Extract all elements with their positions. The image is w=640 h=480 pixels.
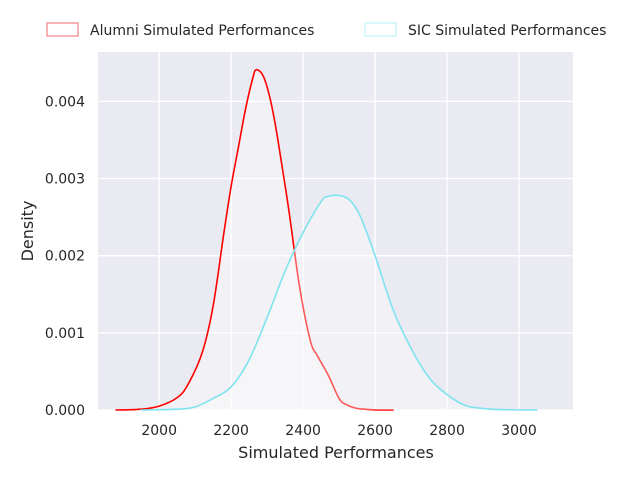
y-tick-label: 0.000 [45, 403, 85, 419]
x-tick-label: 3000 [501, 423, 537, 439]
y-axis-label: Density [18, 201, 37, 262]
y-tick-label: 0.003 [45, 172, 85, 188]
series-line-sic [140, 194, 538, 411]
x-tick-label: 2800 [429, 423, 465, 439]
legend-label-alumni: Alumni Simulated Performances [90, 23, 314, 39]
x-tick-label: 2400 [285, 423, 321, 439]
y-tick-label: 0.002 [45, 249, 85, 265]
legend-swatch-alumni [46, 22, 79, 37]
legend: Alumni Simulated Performances SIC Simula… [46, 22, 606, 39]
legend-label-sic: SIC Simulated Performances [408, 23, 606, 39]
x-tick-label: 2600 [357, 423, 393, 439]
x-tick-label: 2000 [141, 423, 177, 439]
y-tick-label: 0.004 [45, 94, 85, 110]
x-tick-label: 2200 [213, 423, 249, 439]
y-tick-label: 0.001 [45, 326, 85, 342]
y-axis-ticks: 0.000 0.001 0.002 0.003 0.004 [45, 94, 85, 419]
series-line-alumni [115, 68, 394, 411]
series-area-sic [141, 195, 538, 410]
legend-swatch-sic [364, 22, 397, 37]
series-area-alumni [115, 69, 394, 410]
x-axis-ticks: 2000 2200 2400 2600 2800 3000 [141, 423, 536, 439]
plot-area [98, 52, 573, 410]
series-layer [115, 68, 538, 411]
x-axis-label: Simulated Performances [238, 443, 434, 462]
